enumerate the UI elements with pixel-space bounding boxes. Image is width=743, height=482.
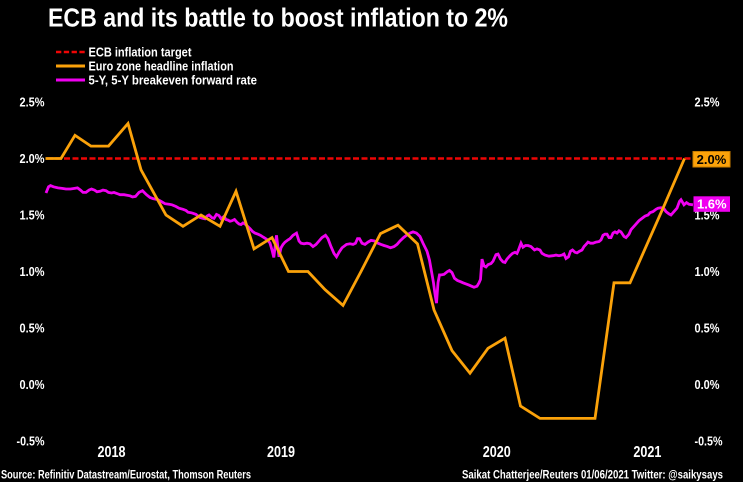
svg-text:2.0%: 2.0% [697, 152, 727, 167]
svg-text:1.5%: 1.5% [20, 208, 45, 223]
svg-text:2021: 2021 [633, 444, 661, 461]
svg-text:-0.5%: -0.5% [695, 434, 723, 449]
svg-text:1.0%: 1.0% [695, 264, 720, 279]
svg-text:2.5%: 2.5% [20, 95, 45, 110]
svg-text:0.0%: 0.0% [695, 377, 720, 392]
svg-text:2.5%: 2.5% [695, 95, 720, 110]
svg-text:Euro zone headline inflation: Euro zone headline inflation [89, 59, 234, 73]
svg-text:Saikat Chatterjee/Reuters 01/0: Saikat Chatterjee/Reuters 01/06/2021 Twi… [462, 469, 723, 482]
svg-text:2020: 2020 [483, 444, 511, 461]
svg-text:ECB and its battle to boost in: ECB and its battle to boost inflation to… [48, 5, 508, 33]
svg-text:2018: 2018 [98, 444, 126, 461]
svg-text:ECB inflation target: ECB inflation target [89, 45, 193, 59]
svg-text:2019: 2019 [267, 444, 295, 461]
svg-text:0.5%: 0.5% [20, 321, 45, 336]
svg-text:Source: Refinitiv Datastream/E: Source: Refinitiv Datastream/Eurostat, T… [1, 468, 251, 482]
svg-text:1.0%: 1.0% [20, 264, 45, 279]
svg-text:2.0%: 2.0% [20, 151, 45, 166]
svg-text:1.6%: 1.6% [697, 197, 727, 212]
svg-text:0.0%: 0.0% [20, 377, 45, 392]
svg-text:5-Y, 5-Y breakeven forward rat: 5-Y, 5-Y breakeven forward rate [89, 73, 258, 87]
svg-text:-0.5%: -0.5% [17, 434, 45, 449]
svg-text:0.5%: 0.5% [695, 321, 720, 336]
